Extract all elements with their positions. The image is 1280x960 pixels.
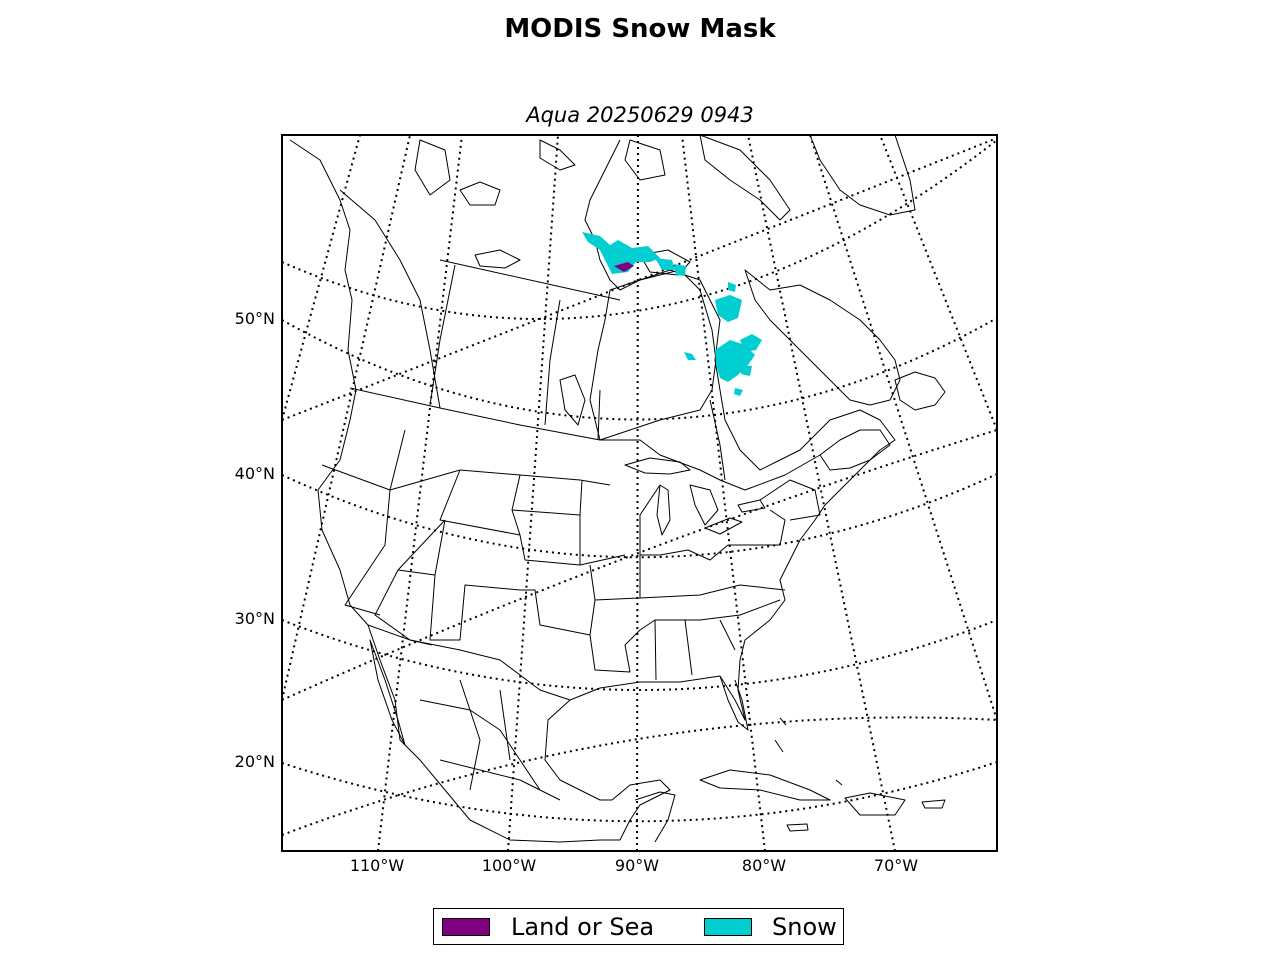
snow-patch-9 — [741, 365, 752, 376]
meridian-90w — [636, 135, 639, 851]
maritimes — [819, 429, 891, 471]
parallel-60n — [282, 139, 997, 320]
lat-label-20n: 20°N — [234, 752, 275, 771]
puerto-rico — [921, 799, 946, 809]
north-america-coast — [289, 139, 896, 843]
parallel-20n — [282, 761, 997, 823]
lon-label-70w: 70°W — [873, 856, 919, 875]
baffin-island — [699, 135, 791, 221]
arctic-island-4 — [624, 139, 666, 181]
newfoundland — [894, 371, 946, 411]
figure-subtitle: Aqua 20250629 0943 — [526, 103, 754, 127]
meridian-120w — [282, 135, 411, 701]
arctic-island-2 — [414, 139, 451, 196]
lake-huron — [689, 484, 719, 526]
lake-winnipeg — [559, 374, 586, 426]
greenland-edge — [809, 135, 916, 216]
legend-label-snow: Snow — [772, 913, 837, 941]
legend-label-land-or-sea: Land or Sea — [511, 913, 655, 941]
meridian-70w — [747, 135, 896, 851]
bc-alberta-border — [339, 189, 441, 409]
lake-michigan — [656, 484, 671, 536]
lat-label-40n: 40°N — [234, 464, 275, 483]
legend-swatch-snow — [704, 918, 752, 936]
arctic-island-5 — [474, 249, 521, 269]
meridian-130w — [282, 135, 361, 421]
manitoba-ontario-border — [597, 389, 601, 441]
parallel-50n — [282, 317, 997, 421]
map-content — [282, 135, 997, 851]
parallel-55n — [282, 137, 997, 421]
snow-patch-1 — [582, 232, 660, 274]
bahamas — [774, 717, 843, 786]
alberta-sask-border — [429, 264, 456, 406]
snow-patch-8 — [728, 282, 736, 292]
lon-label-80w: 80°W — [741, 856, 787, 875]
arctic-island-3 — [539, 139, 576, 171]
legend-swatch-land-or-sea — [442, 918, 490, 936]
lon-label-90w: 90°W — [614, 856, 660, 875]
jamaica — [786, 823, 809, 832]
canada-us-border — [349, 387, 821, 491]
snow-patch-6 — [740, 334, 762, 352]
lake-superior — [624, 457, 691, 475]
sask-manitoba-border — [544, 299, 561, 426]
lat-label-50n: 50°N — [234, 309, 275, 328]
map-frame — [281, 134, 998, 852]
baja-california — [369, 639, 406, 746]
snow-patch-3 — [674, 264, 686, 276]
figure-title: MODIS Snow Mask — [504, 14, 776, 44]
snow-patch-4 — [715, 295, 742, 322]
lake-erie — [704, 517, 743, 535]
us-state-lines — [321, 429, 821, 681]
meridian-50w — [879, 135, 997, 431]
labrador-coast — [744, 269, 901, 406]
snow-cover — [582, 232, 762, 396]
mexico-states — [419, 679, 561, 801]
meridian-110w — [377, 135, 463, 851]
land-or-sea-mask — [614, 262, 634, 272]
parallel-25n — [282, 716, 997, 836]
parallel-40n — [282, 473, 997, 559]
hispaniola — [844, 792, 906, 816]
arctic-island-1 — [459, 181, 501, 206]
snow-patch-10 — [734, 388, 743, 396]
ontario-quebec-border — [709, 399, 726, 481]
graticule-meridians — [282, 135, 997, 851]
cuba — [699, 769, 831, 801]
graticule-latitudes — [282, 137, 997, 836]
nwt-nunavut-border — [439, 259, 621, 301]
snow-patch-2 — [655, 258, 675, 270]
meridian-80w — [681, 135, 766, 851]
snow-patch-7 — [684, 352, 696, 360]
lon-label-100w: 100°W — [481, 856, 537, 875]
hudson-bay — [589, 269, 717, 441]
legend: Land or Sea Snow — [433, 908, 844, 945]
lon-label-110w: 110°W — [349, 856, 405, 875]
lake-ontario — [737, 499, 766, 513]
parallel-30n — [282, 619, 997, 691]
meridian-60w — [809, 135, 997, 721]
land-or-sea-patch-1 — [614, 262, 634, 272]
florida — [719, 675, 749, 731]
lat-label-30n: 30°N — [234, 609, 275, 628]
us-mexico-border — [367, 624, 571, 701]
yucatan — [634, 791, 676, 843]
